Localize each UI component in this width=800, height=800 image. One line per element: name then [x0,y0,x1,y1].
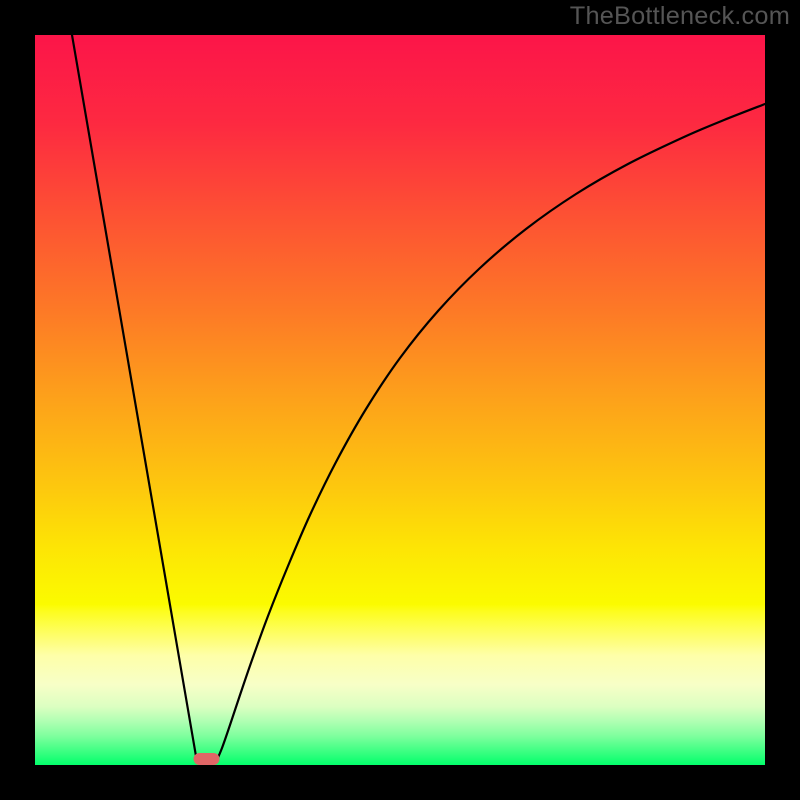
chart-container: TheBottleneck.com [0,0,800,800]
watermark-text: TheBottleneck.com [570,2,790,31]
chart-background-gradient [35,35,765,765]
chart-min-marker [194,753,220,765]
bottleneck-chart [0,0,800,800]
